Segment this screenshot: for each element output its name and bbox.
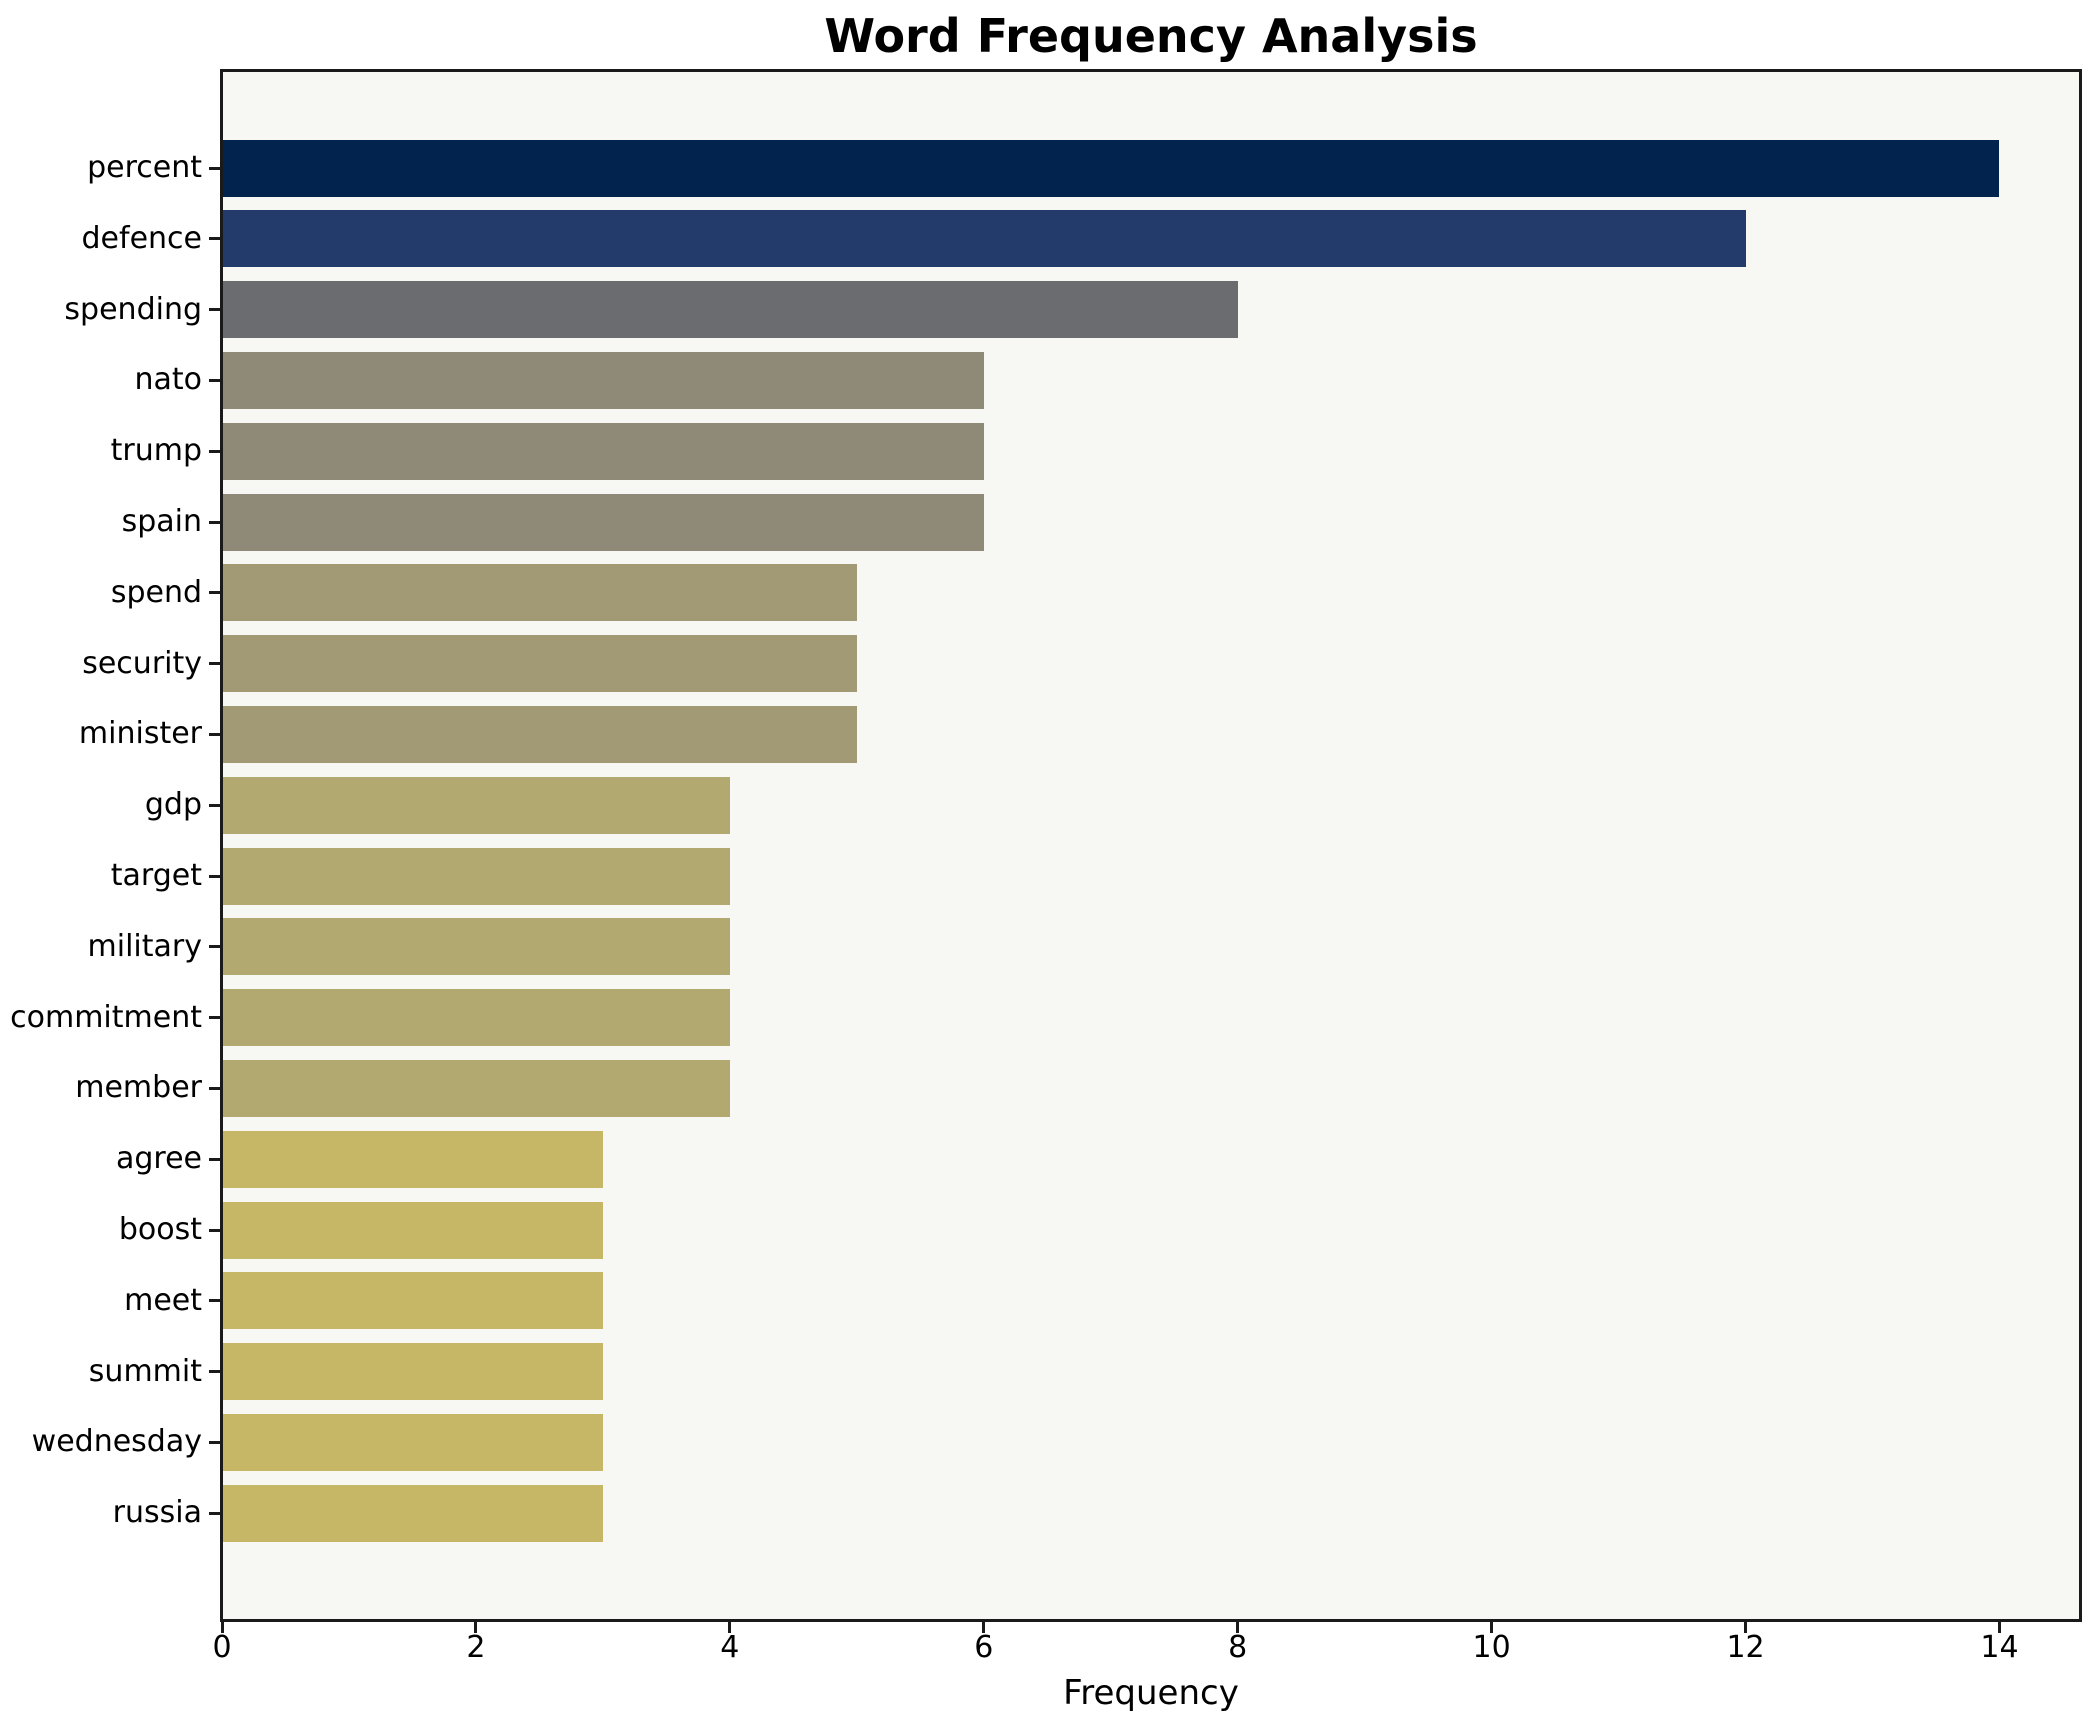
y-tick-spend [209,591,220,595]
bar-military [222,918,730,976]
x-tick-label-14: 14 [1980,1630,2019,1665]
y-tick-label-security: security [82,645,202,681]
bar-spend [222,564,857,622]
bar-agree [222,1130,603,1188]
bar-meet [222,1272,603,1330]
y-tick-spain [209,520,220,524]
y-tick-label-minister: minister [78,716,202,752]
y-tick-label-spend: spend [110,574,202,610]
y-tick-agree [209,1157,220,1161]
x-tick-14 [1997,1622,2001,1633]
y-tick-label-meet: meet [124,1282,202,1318]
y-tick-label-gdp: gdp [144,787,202,823]
y-tick-label-defence: defence [81,220,202,256]
y-tick-commitment [209,1016,220,1020]
chart-title: Word Frequency Analysis [824,9,1478,63]
y-tick-label-percent: percent [87,150,202,185]
x-tick-6 [982,1622,986,1633]
bar-member [222,1059,730,1117]
y-tick-trump [209,449,220,453]
y-tick-percent [209,166,220,170]
x-tick-4 [728,1622,732,1633]
bar-russia [222,1484,603,1542]
y-tick-defence [209,237,220,241]
x-tick-label-4: 4 [720,1630,740,1665]
y-tick-summit [209,1370,220,1374]
bar-defence [222,210,1746,268]
y-tick-label-trump: trump [110,433,202,469]
y-tick-meet [209,1299,220,1303]
y-tick-label-agree: agree [115,1141,202,1177]
y-tick-nato [209,378,220,382]
y-tick-military [209,945,220,949]
y-tick-member [209,1086,220,1090]
bar-target [222,847,730,905]
y-tick-label-spain: spain [121,504,202,539]
x-axis-label: Frequency [1063,1673,1239,1713]
y-tick-russia [209,1511,220,1515]
bar-boost [222,1201,603,1259]
y-tick-spending [209,308,220,312]
bar-wednesday [222,1413,603,1471]
bar-nato [222,351,984,409]
x-tick-label-10: 10 [1472,1630,1511,1665]
bar-spain [222,493,984,551]
y-tick-label-russia: russia [112,1495,202,1531]
bar-spending [222,281,1238,339]
bar-summit [222,1343,603,1401]
y-tick-label-commitment: commitment [10,999,202,1035]
x-tick-label-6: 6 [974,1630,994,1665]
y-tick-label-member: member [75,1070,202,1106]
y-tick-label-wednesday: wednesday [31,1424,202,1460]
y-tick-minister [209,732,220,736]
bar-minister [222,705,857,763]
y-tick-target [209,874,220,878]
y-tick-label-target: target [110,858,202,893]
x-tick-12 [1744,1622,1748,1633]
y-tick-label-spending: spending [64,291,202,327]
x-tick-8 [1236,1622,1240,1633]
y-tick-label-military: military [87,928,202,964]
x-tick-label-8: 8 [1228,1630,1248,1665]
y-tick-label-summit: summit [88,1353,202,1389]
bar-commitment [222,989,730,1047]
x-tick-0 [220,1622,224,1633]
x-tick-label-2: 2 [466,1630,486,1665]
y-tick-label-nato: nato [134,362,202,398]
x-tick-2 [474,1622,478,1633]
y-tick-boost [209,1228,220,1232]
x-tick-label-12: 12 [1726,1630,1765,1665]
x-tick-label-0: 0 [212,1630,232,1665]
y-tick-wednesday [209,1440,220,1444]
bar-security [222,635,857,693]
y-tick-gdp [209,803,220,807]
bar-gdp [222,776,730,834]
y-tick-security [209,662,220,666]
bar-trump [222,422,984,480]
y-tick-label-boost: boost [118,1212,202,1247]
x-tick-10 [1490,1622,1494,1633]
bar-percent [222,139,2000,197]
